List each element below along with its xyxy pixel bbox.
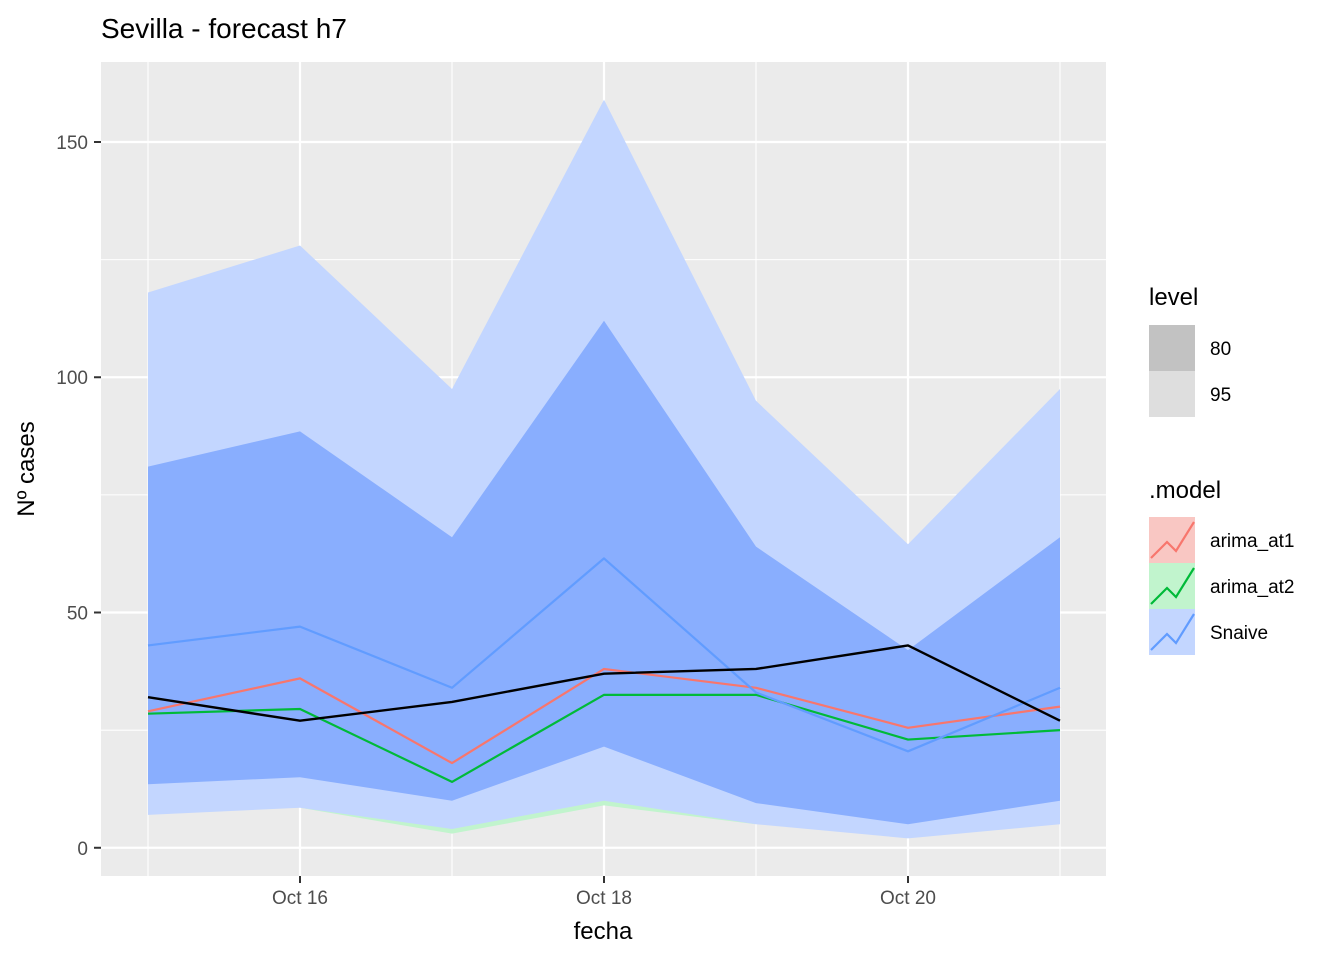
legend-level-key <box>1149 325 1195 371</box>
legend-model-line <box>1150 613 1195 651</box>
legend-model: .model arima_at1 arima_at2 Snaive <box>1149 477 1295 655</box>
y-tick-label: 50 <box>67 604 88 625</box>
legend-level-label: 80 <box>1210 339 1231 360</box>
x-tick-label: Oct 18 <box>576 888 632 909</box>
series-line-actual <box>147 644 1061 722</box>
legend-model-line <box>1150 567 1195 605</box>
legend-model-key <box>1149 609 1195 655</box>
chart-title: Sevilla - forecast h7 <box>101 13 347 44</box>
x-tick-label: Oct 20 <box>880 888 936 909</box>
y-tick-label: 100 <box>56 368 88 389</box>
y-tick-label: 150 <box>56 133 88 154</box>
legend-level-key <box>1149 371 1195 417</box>
interval-band-Snaive-80 <box>148 320 1060 825</box>
legend-level-title: level <box>1149 284 1198 311</box>
legend-level-label: 95 <box>1210 385 1231 406</box>
legend-model-key <box>1149 563 1195 609</box>
series-lines <box>147 557 1061 783</box>
y-axis: 0 50 100 150 <box>56 133 101 860</box>
legend-model-label: Snaive <box>1210 623 1268 644</box>
series-line-Snaive <box>147 557 1061 753</box>
x-tick-label: Oct 16 <box>272 888 328 909</box>
y-axis-label: Nº cases <box>13 421 40 516</box>
legend-level: level 80 95 <box>1149 284 1231 417</box>
legend-model-key <box>1149 517 1195 563</box>
x-axis-label: fecha <box>574 918 633 945</box>
prediction-intervals <box>148 99 1060 839</box>
legend-model-label: arima_at2 <box>1210 577 1295 598</box>
y-tick-label: 0 <box>77 839 88 860</box>
series-line-arima_at1 <box>147 667 1061 765</box>
series-line-arima_at2 <box>147 693 1061 783</box>
x-axis: Oct 16 Oct 18 Oct 20 <box>272 876 936 909</box>
legend-model-label: arima_at1 <box>1210 531 1295 552</box>
legend-model-title: .model <box>1149 477 1221 504</box>
legend-model-line <box>1150 521 1195 559</box>
